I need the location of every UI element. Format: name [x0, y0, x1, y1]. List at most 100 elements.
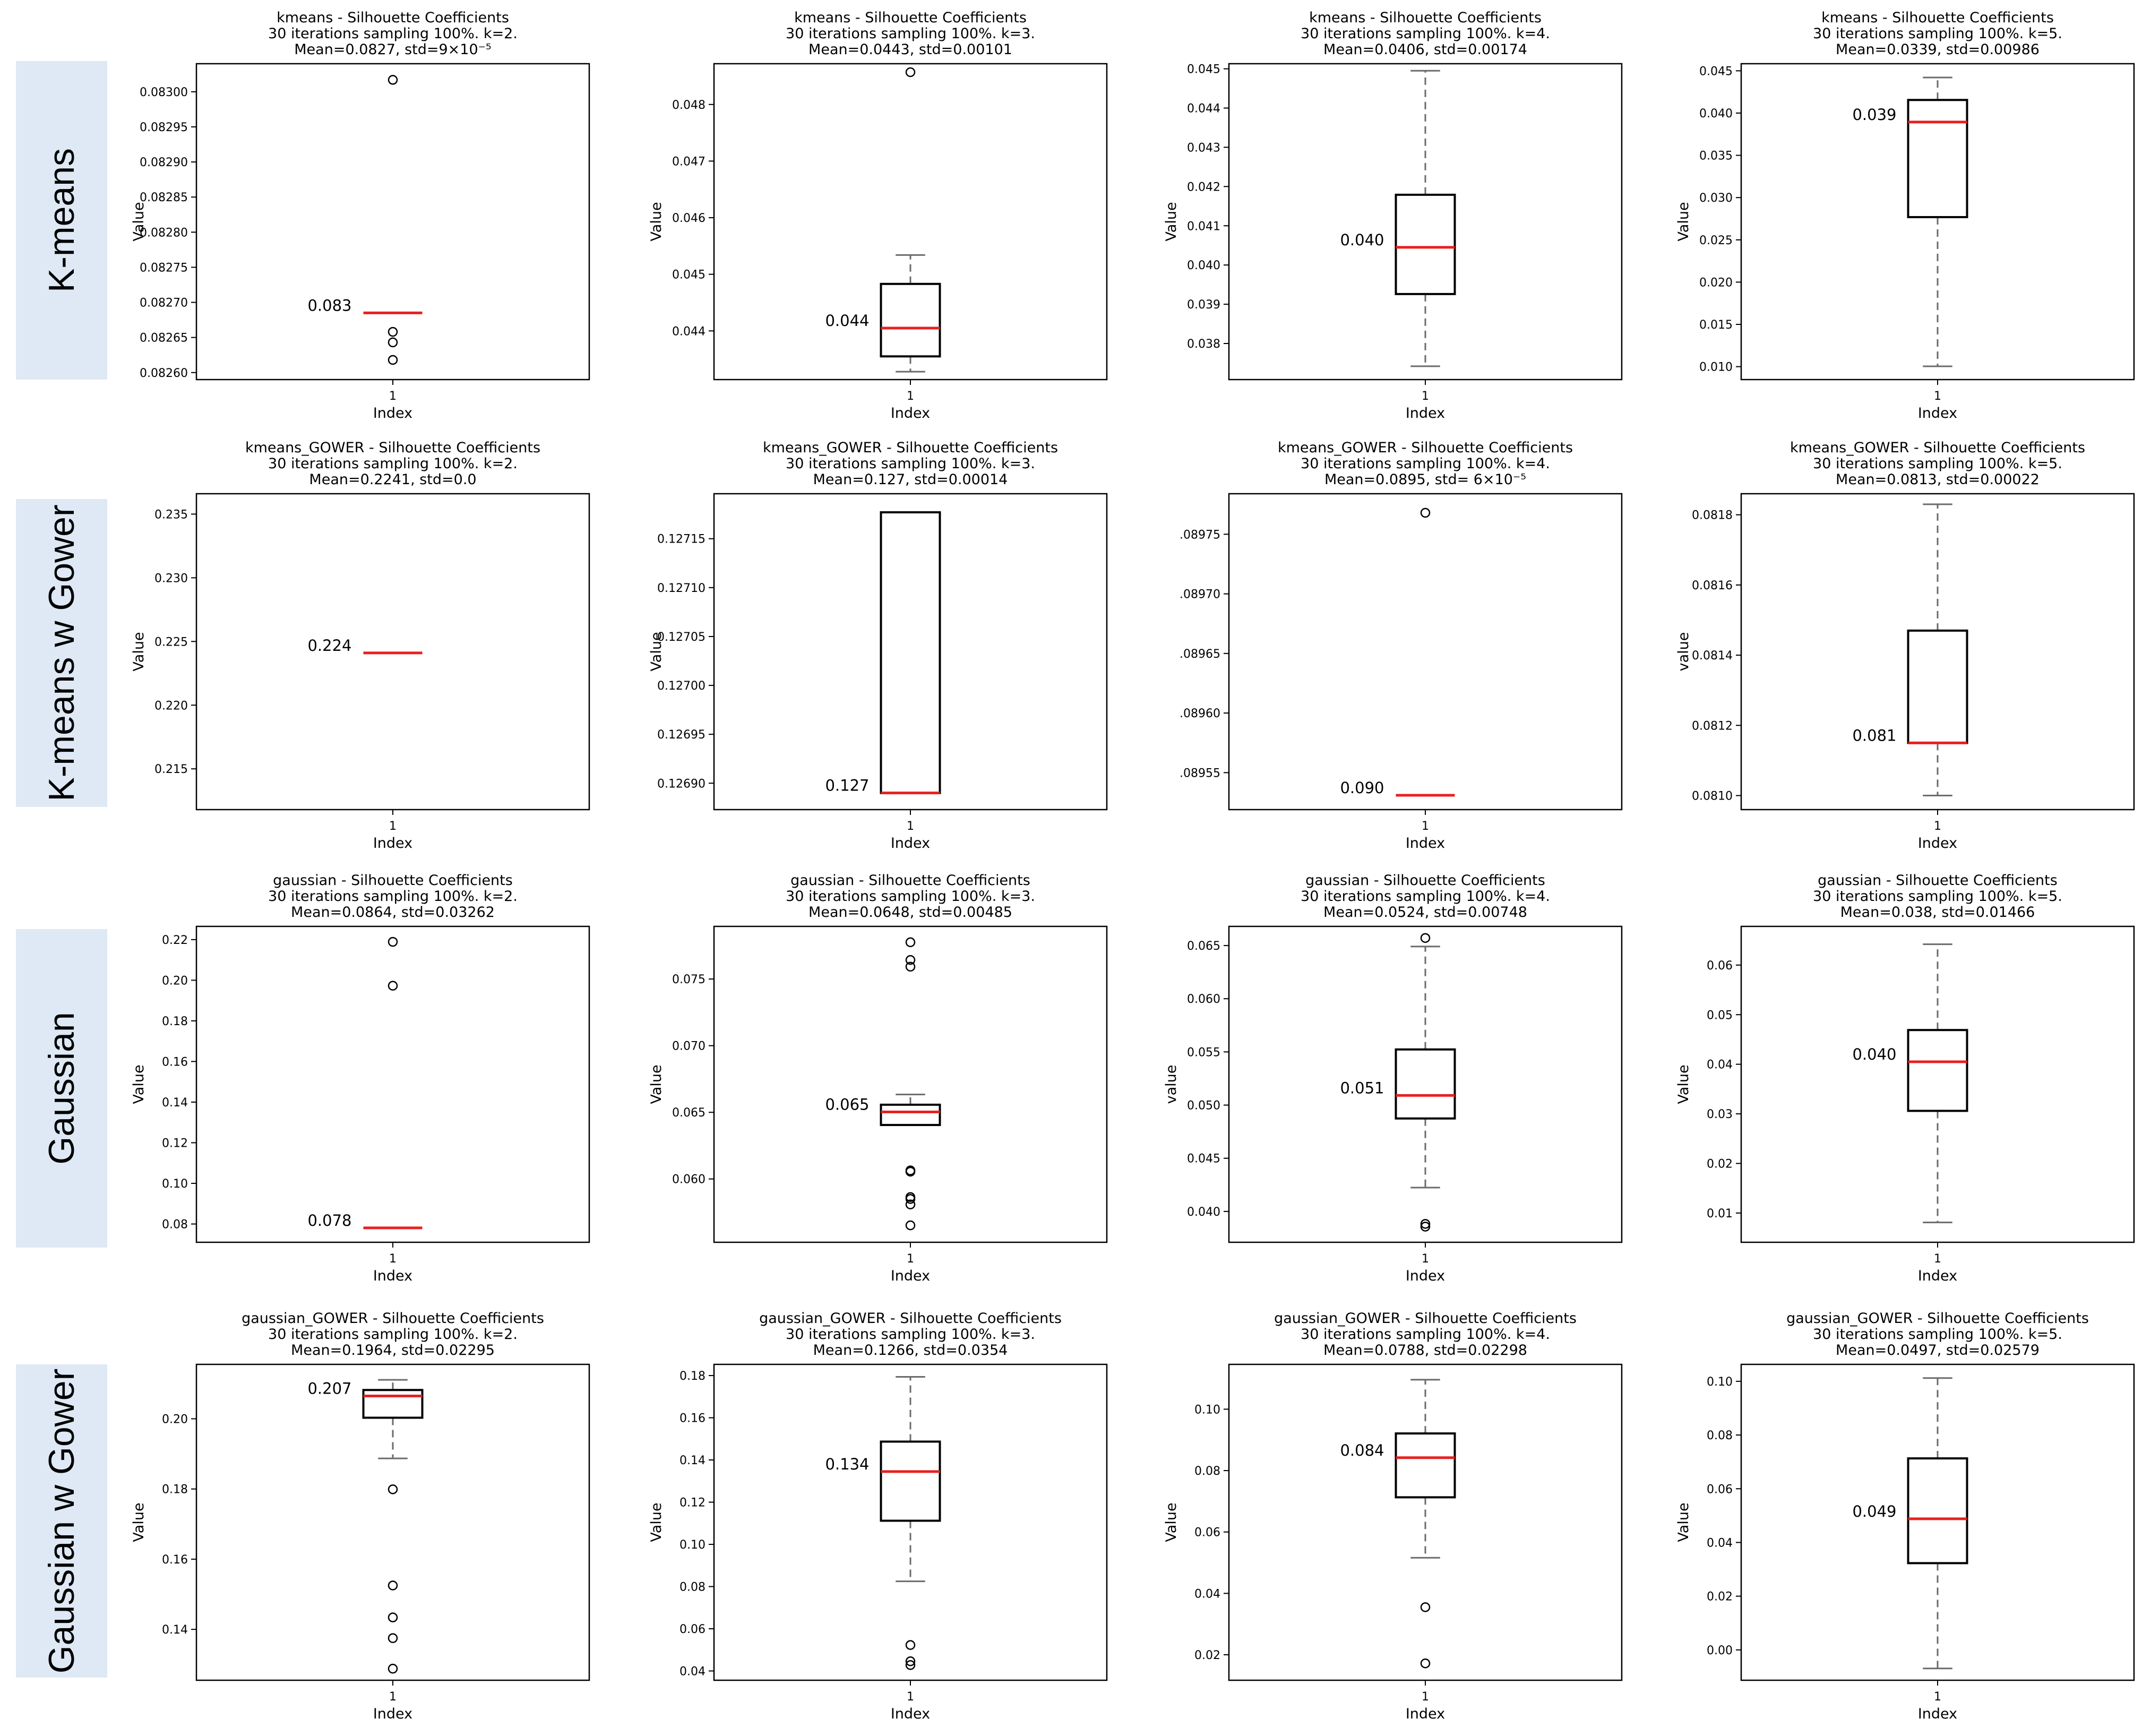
row-label-text: Gaussian — [41, 1012, 82, 1165]
chart-title-line: gaussian_GOWER - Silhouette Coefficients — [242, 1310, 544, 1327]
y-tick-label: 0.08265 — [140, 332, 188, 345]
boxplot-svg: gaussian_GOWER - Silhouette Coefficients… — [131, 1310, 590, 1722]
x-tick-label: 1 — [907, 1252, 914, 1266]
y-tick-label: 0.0812 — [1692, 719, 1733, 733]
y-tick-label: 0.12705 — [657, 631, 705, 644]
chart-title-line: gaussian_GOWER - Silhouette Coefficients — [759, 1310, 1062, 1327]
x-tick-label: 1 — [907, 390, 914, 403]
y-tick-label: 0.16 — [162, 1553, 188, 1567]
boxplot-panel: gaussian - Silhouette Coefficients 30 ite… — [122, 872, 632, 1298]
boxplot-panel: kmeans - Silhouette Coefficients 30 itera… — [1155, 10, 1664, 435]
plot-frame — [195, 1363, 590, 1681]
plot-frame — [195, 925, 590, 1243]
y-tick-label: 0.0814 — [1692, 649, 1733, 663]
boxplot-panel: gaussian - Silhouette Coefficients 30 ite… — [1155, 872, 1664, 1298]
y-tick-label: .08965 — [1180, 648, 1220, 661]
row-label-kmeans-gower: K-means w Gower — [16, 499, 107, 807]
median-label: 0.127 — [825, 777, 869, 795]
plot-frame — [195, 63, 590, 381]
x-tick-label: 1 — [389, 1690, 397, 1704]
x-tick-label: 1 — [1934, 390, 1941, 403]
boxplot-panel: kmeans_GOWER - Silhouette Coefficients 30… — [640, 440, 1149, 865]
iqr-box — [362, 1389, 424, 1419]
y-tick-label: 0.08260 — [140, 367, 188, 380]
boxplot-panel: kmeans_GOWER - Silhouette Coefficients 30… — [1155, 440, 1664, 865]
boxplot-panel: gaussian - Silhouette Coefficients 30 ite… — [1667, 872, 2151, 1298]
x-axis-label: Index — [1406, 1706, 1445, 1722]
boxplot-panel: kmeans_GOWER - Silhouette Coefficients 30… — [1667, 440, 2151, 865]
outlier-point — [1420, 1222, 1431, 1232]
y-tick-label: 0.18 — [679, 1370, 705, 1383]
y-tick-label: 0.045 — [1699, 65, 1733, 78]
chart-title-line: gaussian - Silhouette Coefficients — [1818, 872, 2058, 889]
chart-title-line: 30 iterations sampling 100%. k=4. — [1301, 25, 1550, 42]
chart-title-line: Mean=0.0827, std=9×10⁻⁵ — [294, 41, 491, 58]
chart-title-line: Mean=0.1964, std=0.02295 — [291, 1342, 495, 1359]
chart-title-line: Mean=0.038, std=0.01466 — [1840, 904, 2035, 921]
y-tick-label: 0.22 — [162, 934, 188, 947]
y-tick-label: 0.06 — [1707, 959, 1733, 973]
y-tick-label: 0.00 — [1707, 1644, 1733, 1657]
x-tick-label: 1 — [1934, 1252, 1941, 1266]
y-tick-label: 0.048 — [672, 99, 705, 112]
y-tick-label: 0.12 — [162, 1137, 188, 1150]
boxplot-panel: kmeans_GOWER - Silhouette Coefficients 30… — [122, 440, 632, 865]
y-axis-label: Value — [648, 202, 665, 241]
y-tick-label: 0.045 — [672, 269, 705, 282]
y-tick-label: 0.060 — [1187, 993, 1220, 1006]
row-label-kmeans: K-means — [16, 61, 107, 380]
y-axis-label: Value — [1163, 1502, 1180, 1542]
y-tick-label: 0.08 — [1707, 1429, 1733, 1442]
plot-frame — [1228, 1363, 1623, 1681]
outlier-point — [388, 1580, 398, 1591]
x-axis-label: Index — [373, 1706, 412, 1722]
median-label: 0.051 — [1340, 1079, 1384, 1097]
y-tick-label: 0.08280 — [140, 226, 188, 239]
x-tick-label: 1 — [389, 1252, 397, 1266]
median-label: 0.207 — [307, 1380, 351, 1398]
plot-frame — [713, 63, 1108, 381]
y-tick-label: 0.0818 — [1692, 509, 1733, 522]
median-label: 0.044 — [825, 312, 869, 330]
y-tick-label: 0.10 — [679, 1539, 705, 1552]
chart-title-line: gaussian_GOWER - Silhouette Coefficients — [1786, 1310, 2089, 1327]
plot-frame — [1740, 493, 2135, 811]
y-tick-label: 0.0816 — [1692, 579, 1733, 592]
median-label: 0.134 — [825, 1455, 869, 1473]
y-tick-label: 0.045 — [1187, 1153, 1220, 1166]
y-axis-label: Value — [648, 632, 665, 671]
chart-title-line: Mean=0.127, std=0.00014 — [813, 471, 1008, 488]
chart-title-line: Mean=0.0443, std=0.00101 — [808, 41, 1012, 58]
y-tick-label: 0.08 — [679, 1581, 705, 1594]
chart-title-line: 30 iterations sampling 100%. k=2. — [268, 888, 518, 905]
chart-title-line: Mean=0.2241, std=0.0 — [309, 471, 476, 488]
plot-frame — [713, 493, 1108, 811]
y-tick-label: 0.041 — [1187, 220, 1220, 233]
boxplot-panel: gaussian_GOWER - Silhouette Coefficients… — [640, 1310, 1149, 1736]
y-tick-label: 0.12715 — [657, 533, 705, 546]
plot-frame — [713, 1363, 1108, 1681]
y-tick-label: 0.02 — [1194, 1649, 1220, 1662]
y-tick-label: 0.065 — [1187, 940, 1220, 953]
x-tick-label: 1 — [1422, 1252, 1429, 1266]
y-axis-label: Value — [648, 1064, 665, 1104]
outlier-point — [905, 1194, 916, 1204]
y-tick-label: .08955 — [1180, 767, 1220, 780]
median-label: 0.039 — [1852, 106, 1896, 124]
chart-title-line: 30 iterations sampling 100%. k=5. — [1813, 456, 2062, 472]
median-label: 0.065 — [825, 1095, 869, 1113]
x-tick-label: 1 — [1422, 1690, 1429, 1704]
outlier-point — [1420, 1658, 1431, 1669]
median-label: 0.049 — [1852, 1502, 1896, 1520]
y-tick-label: 0.10 — [1194, 1403, 1220, 1416]
row-label-text: K-means — [41, 148, 82, 293]
y-tick-label: 0.12 — [679, 1497, 705, 1510]
chart-title-line: kmeans_GOWER - Silhouette Coefficients — [1790, 440, 2085, 456]
iqr-box — [880, 1440, 941, 1522]
chart-title-line: 30 iterations sampling 100%. k=3. — [786, 1326, 1035, 1343]
outlier-point — [388, 355, 398, 365]
x-axis-label: Index — [1918, 1706, 1957, 1722]
y-tick-label: 0.040 — [1187, 259, 1220, 272]
chart-title-line: kmeans - Silhouette Coefficients — [1821, 10, 2054, 26]
outlier-point — [388, 1484, 398, 1494]
